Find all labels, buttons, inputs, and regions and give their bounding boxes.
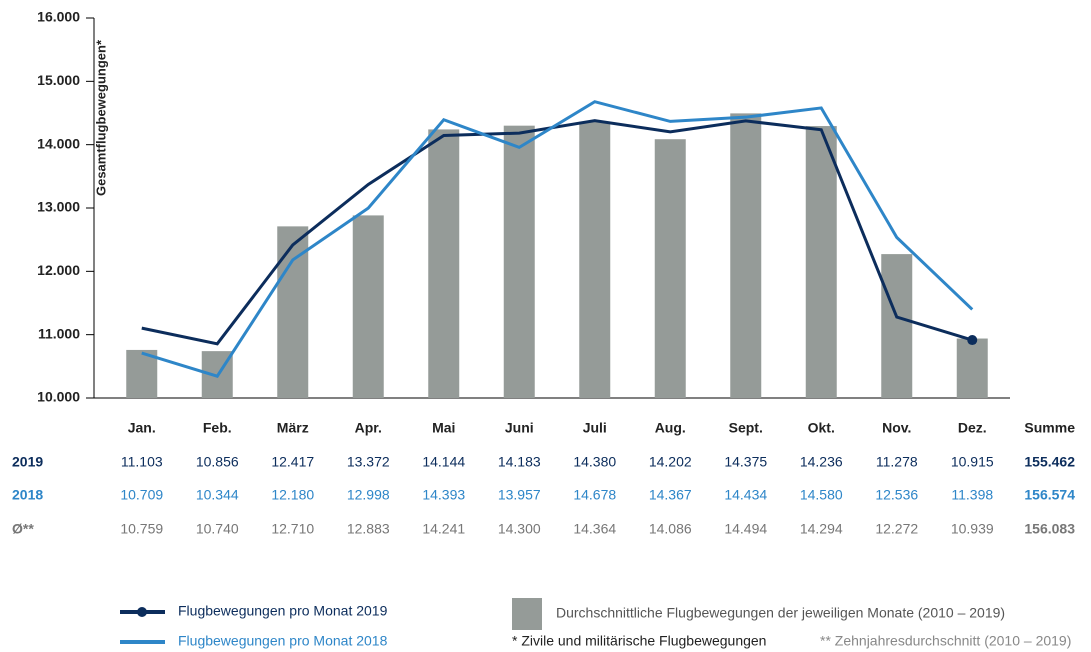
legend-label: Durchschnittliche Flugbewegungen der jew… [556,605,1005,621]
table-cell: 11.278 [876,454,918,470]
legend-marker [137,607,147,617]
table-cell: 14.236 [800,454,843,470]
line [141,119,973,346]
bar [579,121,611,398]
x-tick-label: Aug. [655,420,686,436]
legend-label: Flugbewegungen pro Monat 2018 [178,633,388,649]
y-axis-label: Gesamtflugbewegungen* [93,39,108,196]
table-cell: 14.294 [800,521,843,537]
table-cell: 11.398 [951,487,993,503]
table-cell: 14.241 [422,521,465,537]
y-tick-label: 11.000 [38,325,80,341]
table-cell: 12.710 [271,521,314,537]
table-cell: 14.434 [724,487,767,503]
x-tick-label: Feb. [203,420,232,436]
x-tick-label: Jan. [128,420,156,436]
table-cell: 14.300 [498,521,541,537]
sum-cell: 156.574 [1024,487,1075,503]
bar [428,129,460,399]
bar [881,254,913,398]
row-label: Ø** [12,521,34,537]
y-tick-label: 16.000 [37,9,80,25]
sum-header: Summe [1024,420,1075,436]
table-cell: 10.759 [120,521,163,537]
footnote: * Zivile und militärische Flugbewegungen [512,633,766,649]
table-cell: 14.183 [498,454,541,470]
row-label: 2019 [12,454,43,470]
sum-cell: 156.083 [1024,521,1075,537]
table-cell: 14.367 [649,487,692,503]
line [141,100,974,378]
point-marker [967,335,978,346]
sum-cell: 155.462 [1024,454,1075,470]
table-cell: 11.103 [121,454,163,470]
table-cell: 14.364 [573,521,616,537]
table-cell: 14.202 [649,454,692,470]
table-cell: 12.272 [875,521,918,537]
legend-swatch [512,598,542,630]
x-tick-label: Sept. [729,420,763,436]
bar [352,215,384,398]
y-tick-label: 15.000 [37,72,80,88]
table-cell: 12.180 [271,487,314,503]
table-cell: 14.580 [800,487,843,503]
table-cell: 10.740 [196,521,239,537]
bar [654,139,686,398]
row-label: 2018 [12,487,43,503]
table-cell: 12.883 [347,521,390,537]
footnote: ** Zehnjahresdurchschnitt (2010 – 2019) [820,633,1071,649]
table-cell: 14.086 [649,521,692,537]
bar [126,349,158,398]
bar [277,226,309,398]
x-tick-label: Juli [583,420,607,436]
x-tick-label: Juni [505,420,534,436]
y-tick-label: 14.000 [37,135,80,151]
bar [730,113,762,398]
table-cell: 10.915 [951,454,994,470]
table-cell: 13.957 [498,487,541,503]
legend-label: Flugbewegungen pro Monat 2019 [178,603,388,619]
table-cell: 14.380 [573,454,616,470]
x-tick-label: Okt. [808,420,835,436]
table-cell: 12.998 [347,487,390,503]
table-cell: 12.536 [875,487,918,503]
table-cell: 12.417 [271,454,314,470]
table-cell: 10.709 [120,487,163,503]
x-tick-label: Nov. [882,420,911,436]
x-tick-label: März [277,420,309,436]
table-cell: 10.344 [196,487,239,503]
table-cell: 13.372 [347,454,390,470]
y-tick-label: 13.000 [37,199,80,215]
table-cell: 10.856 [196,454,239,470]
bar [956,338,988,398]
y-tick-label: 10.000 [37,389,80,405]
table-cell: 14.375 [724,454,767,470]
x-tick-label: Mai [432,420,455,436]
table-cell: 10.939 [951,521,994,537]
x-tick-label: Dez. [958,420,987,436]
x-tick-label: Apr. [355,420,382,436]
table-cell: 14.678 [573,487,616,503]
table-cell: 14.494 [724,521,767,537]
y-tick-label: 12.000 [37,262,80,278]
table-cell: 14.393 [422,487,465,503]
table-cell: 14.144 [422,454,465,470]
bar [503,125,535,399]
bar [805,126,837,399]
